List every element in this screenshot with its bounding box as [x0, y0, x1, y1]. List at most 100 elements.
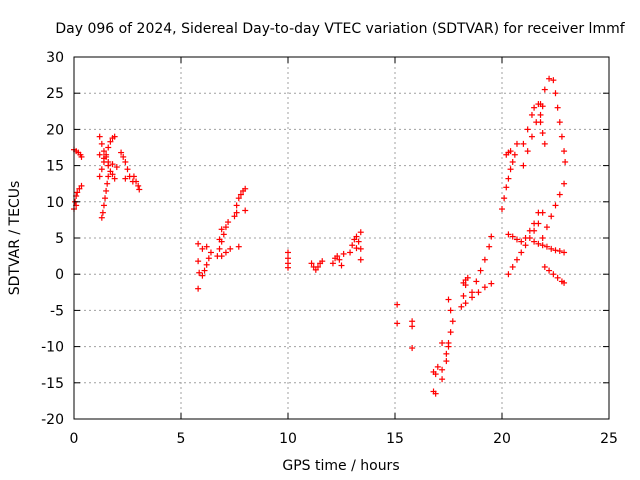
data-point [218, 253, 225, 260]
y-tick-label: 0 [55, 267, 64, 283]
series-arc-06 [96, 151, 120, 171]
data-point [539, 242, 546, 249]
data-point [235, 243, 242, 250]
data-point [509, 233, 516, 240]
data-point [78, 153, 85, 160]
data-point [103, 187, 110, 194]
data-point [460, 279, 467, 286]
data-point [562, 158, 569, 165]
data-point [98, 166, 105, 173]
data-point [199, 245, 206, 252]
data-point [329, 260, 336, 267]
x-tick-label: 10 [279, 431, 297, 447]
data-point [513, 236, 520, 243]
data-point [319, 258, 326, 265]
data-point [537, 119, 544, 126]
series-arc-21 [439, 339, 446, 383]
data-point [227, 245, 234, 252]
data-point [546, 267, 553, 274]
data-point [216, 236, 223, 243]
data-point [469, 289, 476, 296]
data-point [445, 296, 452, 303]
y-tick-label: 25 [46, 86, 64, 102]
data-point [469, 294, 476, 301]
data-point [285, 255, 291, 262]
x-tick-label: 15 [386, 431, 404, 447]
series-arc-23 [458, 274, 471, 310]
data-point [520, 162, 527, 169]
data-point [531, 104, 538, 111]
data-point [537, 111, 544, 118]
series-arc-18 [394, 301, 401, 327]
series-arc-09 [195, 240, 203, 292]
series-arc-27 [503, 148, 514, 158]
data-point [481, 284, 488, 291]
data-point [347, 249, 354, 256]
data-point [136, 186, 143, 193]
data-point [111, 175, 118, 182]
data-point [528, 133, 535, 140]
data-point [539, 209, 546, 216]
data-point [552, 247, 559, 254]
series-arc-26 [499, 140, 520, 213]
y-axis-label: SDTVAR / TECUs [7, 181, 23, 296]
data-point [552, 202, 559, 209]
data-point [353, 245, 360, 252]
data-point [196, 269, 203, 276]
data-point [458, 303, 465, 310]
x-tick-label: 5 [177, 431, 186, 447]
data-point [122, 158, 129, 165]
data-point [531, 238, 538, 245]
series-arc-34 [539, 180, 568, 241]
data-point [548, 213, 555, 220]
series-arc-16 [329, 250, 347, 269]
data-point [556, 191, 563, 198]
data-point [201, 267, 208, 274]
data-point [218, 226, 225, 233]
data-point [355, 238, 362, 245]
data-point [481, 256, 488, 263]
data-point [231, 213, 238, 220]
x-tick-label: 0 [70, 431, 79, 447]
data-point [505, 231, 512, 238]
data-point [336, 256, 343, 263]
series-arc-13 [231, 185, 249, 220]
data-point [443, 358, 450, 365]
series-arc-30 [520, 101, 546, 147]
data-point [535, 220, 542, 227]
data-point [439, 339, 446, 346]
data-point [338, 262, 345, 269]
data-point [552, 90, 559, 97]
data-point [233, 209, 240, 216]
data-point [203, 261, 210, 268]
series-arc-01 [71, 146, 85, 160]
x-tick-label: 25 [600, 431, 618, 447]
data-point [242, 185, 249, 192]
y-tick-label: 20 [46, 122, 64, 138]
chart-title: Day 096 of 2024, Sidereal Day-to-day VTE… [55, 21, 625, 37]
data-point [546, 75, 553, 82]
series-arc-20 [430, 363, 441, 397]
grid-lines [74, 57, 609, 419]
series-arc-29 [505, 209, 546, 278]
series-arc-14 [285, 249, 291, 271]
data-point [535, 240, 542, 247]
y-tick-label: -5 [50, 303, 64, 319]
data-point [409, 323, 416, 330]
data-point [561, 279, 568, 286]
data-point [99, 209, 106, 216]
data-point [96, 133, 103, 140]
data-point [541, 86, 548, 93]
data-point [102, 195, 109, 202]
data-point [225, 219, 232, 226]
data-point [353, 233, 360, 240]
data-point [237, 191, 244, 198]
data-point [135, 182, 142, 189]
series-arc-32 [537, 119, 548, 147]
data-point [511, 151, 518, 158]
data-point [505, 271, 512, 278]
y-tick-label: -10 [41, 340, 64, 356]
data-point [558, 133, 565, 140]
data-point [96, 151, 103, 158]
data-points [71, 75, 569, 397]
